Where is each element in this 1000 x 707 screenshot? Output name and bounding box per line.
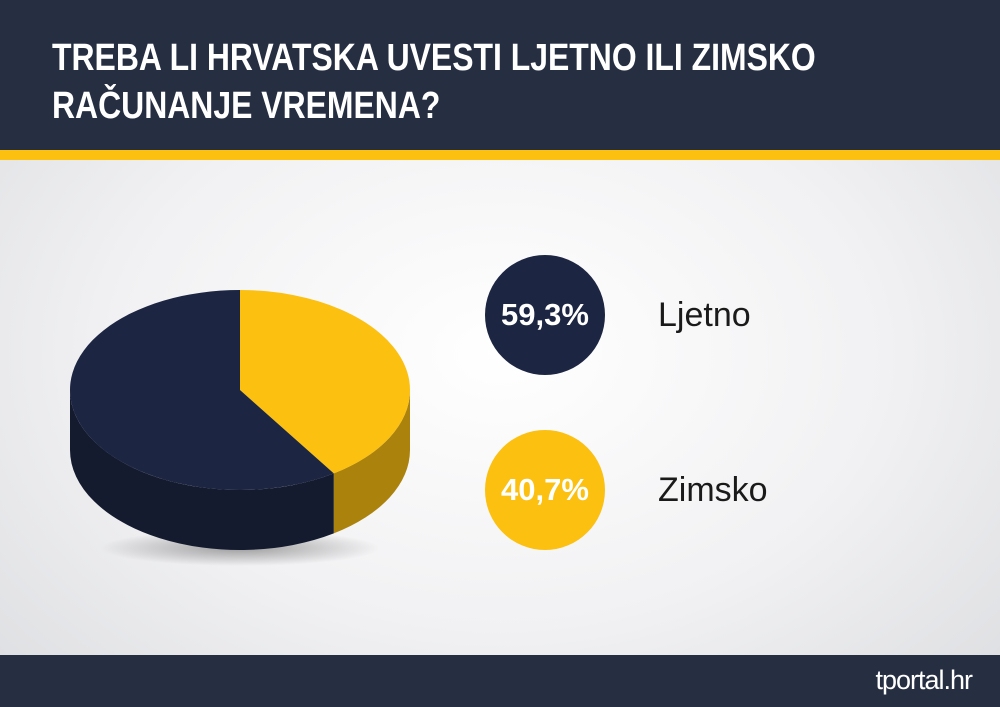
header-stripe (0, 150, 1000, 160)
legend-marker (485, 255, 605, 375)
legend-label: Zimsko (658, 471, 768, 509)
pie-slice (70, 290, 334, 490)
value-label: 59,3% (501, 297, 589, 332)
source-logo: tportal.hr (875, 665, 973, 695)
value-label: 40,7% (501, 472, 589, 507)
pie-slice-side (333, 390, 410, 534)
footer (0, 655, 1000, 707)
chart-title: TREBA LI HRVATSKA UVESTI LJETNO ILI ZIMS… (52, 37, 816, 127)
pie-slice (240, 290, 411, 474)
legend-marker (485, 430, 605, 550)
legend-label: Ljetno (658, 296, 751, 334)
header (0, 0, 1000, 150)
pie-slice-side (70, 390, 334, 550)
